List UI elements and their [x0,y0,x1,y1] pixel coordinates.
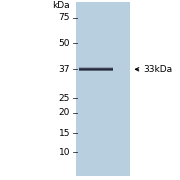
Bar [79,67,113,68]
Bar [79,67,113,68]
Text: 10: 10 [59,148,70,157]
Bar [79,70,113,71]
Bar [79,69,113,70]
Text: 33kDa: 33kDa [143,65,172,74]
Bar [76,2,130,176]
Text: 37: 37 [59,65,70,74]
Bar [79,68,113,69]
Text: 75: 75 [59,14,70,22]
Text: kDa: kDa [53,1,70,10]
Bar [79,68,113,69]
Text: 15: 15 [59,129,70,138]
Text: 20: 20 [59,108,70,117]
Bar [79,70,113,71]
Text: 50: 50 [59,39,70,48]
Text: 25: 25 [59,94,70,103]
Bar [79,69,113,70]
